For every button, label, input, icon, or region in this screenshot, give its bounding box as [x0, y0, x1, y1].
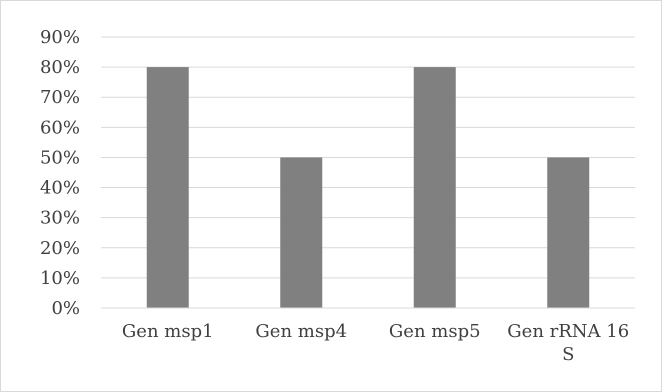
bar: [146, 67, 189, 308]
bars: [146, 67, 590, 308]
y-tick-label: 60%: [40, 117, 80, 138]
x-category-label: Gen msp5: [389, 321, 481, 342]
x-category-label: Gen msp1: [122, 321, 214, 342]
y-tick-label: 10%: [40, 268, 80, 289]
y-tick-label: 90%: [40, 27, 80, 48]
x-category-label: S: [562, 344, 574, 365]
y-tick-label: 0%: [51, 298, 80, 319]
x-axis-category-labels: Gen msp1 Gen msp4 Gen msp5 Gen rRNA 16S: [122, 321, 629, 365]
bar: [280, 157, 323, 308]
y-axis-tick-labels: 0% 10% 20% 30% 40% 50% 60% 70% 80% 90%: [40, 27, 80, 319]
bar: [413, 67, 456, 308]
y-tick-label: 30%: [40, 208, 80, 229]
y-tick-label: 20%: [40, 238, 80, 259]
y-tick-label: 40%: [40, 178, 80, 199]
x-category-label: Gen msp4: [255, 321, 347, 342]
y-tick-label: 80%: [40, 57, 80, 78]
y-tick-label: 70%: [40, 87, 80, 108]
bar: [547, 157, 590, 308]
y-tick-label: 50%: [40, 147, 80, 168]
x-category-label: Gen rRNA 16: [507, 321, 629, 342]
gridlines: [101, 36, 635, 279]
